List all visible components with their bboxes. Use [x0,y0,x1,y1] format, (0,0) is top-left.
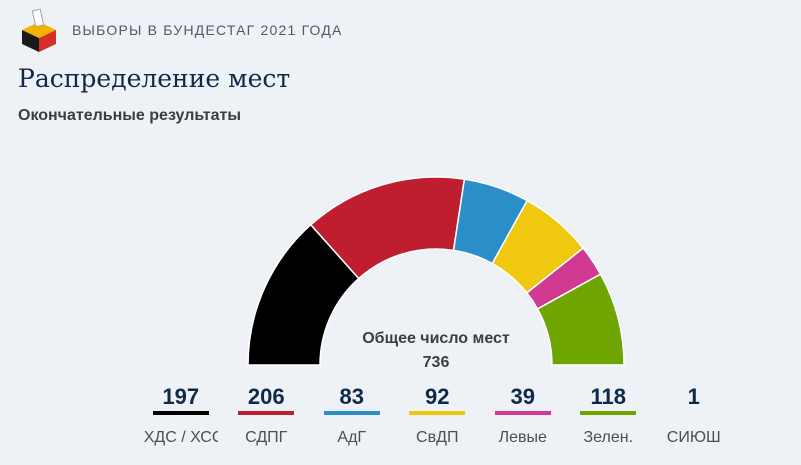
legend-color-bar [152,411,209,415]
legend-party-name: АдГ [337,429,367,446]
seat-arc-6 [536,273,625,366]
legend-seat-count: 1 [687,384,700,409]
header: ВЫБОРЫ В БУНДЕСТАГ 2021 ГОДА [20,8,343,52]
legend-party-name: СвДП [416,429,459,446]
legend-item: 197 ХДС / ХСС [138,384,224,447]
legend-item: 118 Зелен. [566,384,652,447]
total-seats-label: Общее число мест [362,330,510,347]
page-title: Распределение мест [18,64,291,93]
legend-color-bar [494,411,551,415]
legend-item: 206 СДПГ [224,384,310,447]
legend-item: 83 АдГ [309,384,395,447]
legend-party-name: Левые [498,429,547,446]
legend-color-bar [665,411,722,415]
legend-seat-count: 92 [425,384,450,409]
legend-color-bar [580,411,637,415]
total-seats-value: 736 [423,354,450,371]
page-subtitle: Окончательные результаты [18,107,242,124]
seat-arcs [247,176,625,366]
legend-seat-count: 206 [247,384,285,409]
legend-item: 39 Левые [480,384,566,447]
legend-color-bar [323,411,380,415]
legend-seat-count: 197 [162,384,200,409]
legend-seat-count: 83 [339,384,364,409]
legend-color-bar [409,411,466,415]
legend-party-name: ХДС / ХСС [143,429,218,446]
legend-item: 1 СИЮШ [651,384,737,447]
ballot-box-icon [22,8,56,52]
legend-item: 92 СвДП [395,384,481,447]
legend-party-name: СИЮШ [666,429,721,446]
legend-party-name: СДПГ [245,429,288,446]
legend-party-name: Зелен. [583,429,634,446]
legend-color-bar [238,411,295,415]
legend-seat-count: 118 [590,384,627,409]
brand-title: ВЫБОРЫ В БУНДЕСТАГ 2021 ГОДА [72,22,343,38]
legend-seat-count: 39 [510,384,535,409]
legend: 197 ХДС / ХСС 206 СДПГ 83 АдГ 92 СвДП 39 Левые 118… [138,384,737,447]
